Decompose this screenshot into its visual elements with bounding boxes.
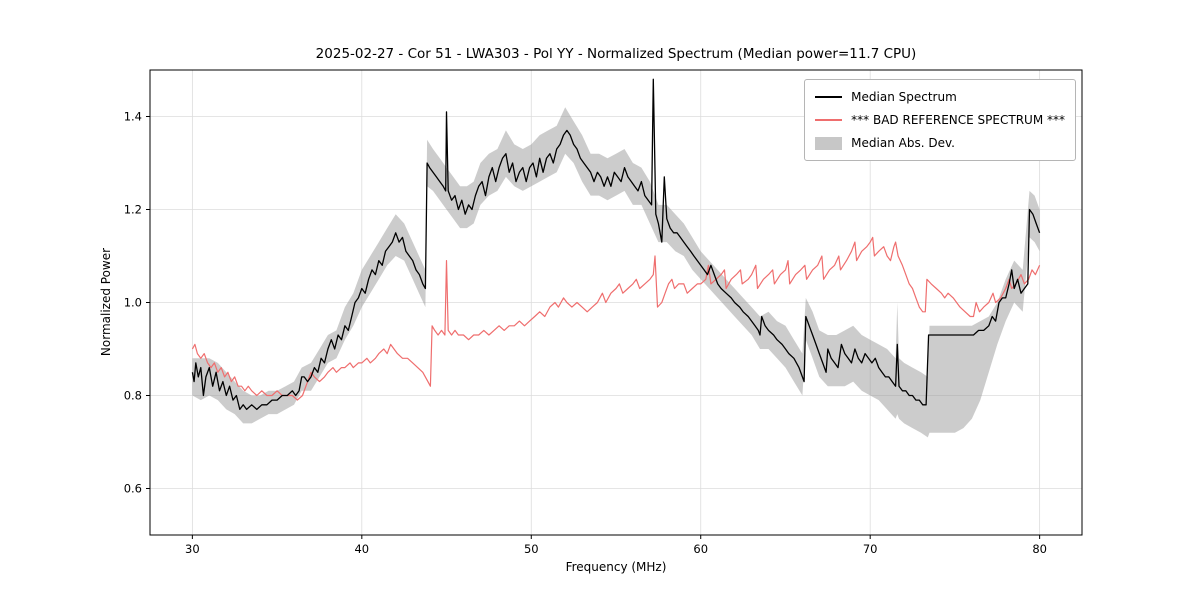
legend: Median Spectrum *** BAD REFERENCE SPECTR… (804, 79, 1076, 161)
x-tick-label: 60 (693, 542, 708, 556)
x-tick-label: 70 (863, 542, 878, 556)
x-tick-label: 50 (524, 542, 539, 556)
x-tick-label: 80 (1032, 542, 1047, 556)
x-tick-label: 30 (185, 542, 200, 556)
legend-label-bad-reference: *** BAD REFERENCE SPECTRUM *** (851, 113, 1065, 127)
y-axis-label: Normalized Power (99, 247, 113, 357)
y-tick-label: 1.0 (124, 296, 142, 310)
legend-label-median: Median Spectrum (851, 90, 957, 104)
legend-line-median-icon (815, 96, 843, 98)
legend-item-median: Median Spectrum (815, 87, 1065, 107)
legend-patch-mad-icon (815, 136, 843, 150)
median-spectrum-line (191, 78, 1041, 411)
x-axis-label: Frequency (MHz) (565, 560, 667, 574)
legend-item-mad: Median Abs. Dev. (815, 133, 1065, 153)
x-tick-label: 40 (354, 542, 369, 556)
bad-reference-line (191, 236, 1041, 401)
chart-title: 2025-02-27 - Cor 51 - LWA303 - Pol YY - … (315, 46, 917, 62)
y-tick-label: 0.8 (124, 389, 142, 403)
y-tick-label: 0.6 (124, 482, 142, 496)
legend-item-bad-reference: *** BAD REFERENCE SPECTRUM *** (815, 110, 1065, 130)
y-tick-label: 1.2 (124, 203, 142, 217)
legend-label-mad: Median Abs. Dev. (851, 136, 955, 150)
y-tick-label: 1.4 (124, 110, 142, 124)
legend-line-bad-reference-icon (815, 119, 843, 121)
